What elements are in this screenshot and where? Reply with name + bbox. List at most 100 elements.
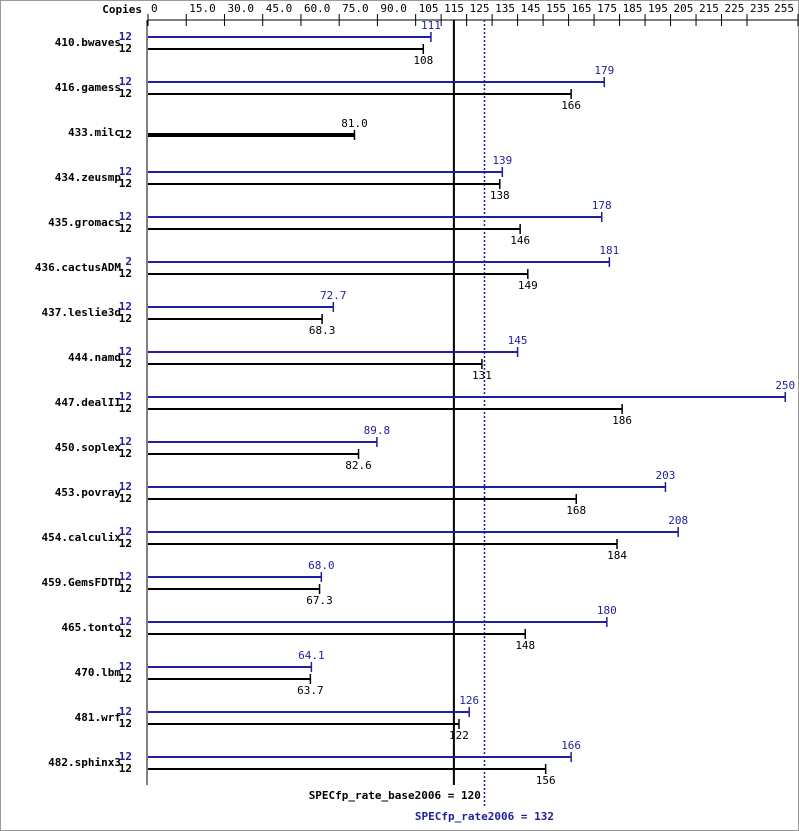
copies-label: 12 [119, 312, 132, 325]
copies-label: 12 [119, 570, 132, 583]
value-label: 64.1 [298, 649, 325, 662]
value-label: 156 [536, 774, 556, 787]
copies-label: 12 [119, 357, 132, 370]
benchmark-label: 482.sphinx3 [48, 756, 121, 769]
copies-label: 12 [119, 345, 132, 358]
x-tick-label: 225 [725, 2, 745, 15]
benchmark-label: 453.povray [55, 486, 122, 499]
reference-label: SPECfp_rate2006 = 132 [415, 810, 554, 823]
copies-label: 12 [119, 750, 132, 763]
value-label: 179 [594, 64, 614, 77]
copies-label: 12 [119, 762, 132, 775]
x-tick-label: 205 [674, 2, 694, 15]
copies-label: 12 [119, 672, 132, 685]
x-tick-label: 30.0 [227, 2, 254, 15]
x-tick-label: 115 [444, 2, 464, 15]
copies-label: 12 [119, 525, 132, 538]
copies-label: 12 [119, 177, 132, 190]
benchmark-label: 470.lbm [75, 666, 122, 679]
benchmark-label: 465.tonto [61, 621, 121, 634]
value-label: 68.3 [309, 324, 336, 337]
copies-label: 12 [119, 30, 132, 43]
value-label: 82.6 [345, 459, 372, 472]
x-tick-label: 185 [623, 2, 643, 15]
copies-label: 12 [119, 480, 132, 493]
benchmark-label: 454.calculix [42, 531, 122, 544]
copies-label: 12 [119, 660, 132, 673]
x-tick-label: 105 [419, 2, 439, 15]
x-tick-label: 215 [699, 2, 719, 15]
copies-label: 12 [119, 390, 132, 403]
x-tick-label: 135 [495, 2, 515, 15]
value-label: 81.0 [341, 117, 368, 130]
reference-label: SPECfp_rate_base2006 = 120 [309, 789, 481, 802]
value-label: 111 [421, 19, 441, 32]
value-label: 68.0 [308, 559, 335, 572]
x-tick-label: 165 [572, 2, 592, 15]
x-tick-label: 0 [151, 2, 158, 15]
benchmark-label: 410.bwaves [55, 36, 121, 49]
x-tick-label: 255 [774, 2, 794, 15]
copies-label: 12 [119, 267, 132, 280]
copies-label: 12 [119, 210, 132, 223]
x-tick-label: 175 [597, 2, 617, 15]
copies-label: 12 [119, 435, 132, 448]
benchmark-label: 434.zeusmp [55, 171, 122, 184]
value-label: 148 [515, 639, 535, 652]
value-label: 149 [518, 279, 538, 292]
benchmark-label: 444.namd [68, 351, 121, 364]
x-tick-label: 45.0 [266, 2, 293, 15]
copies-label: 12 [119, 705, 132, 718]
benchmark-label: 450.soplex [55, 441, 122, 454]
value-label: 72.7 [320, 289, 347, 302]
copies-label: 12 [119, 402, 132, 415]
copies-label: 12 [119, 627, 132, 640]
value-label: 208 [668, 514, 688, 527]
value-label: 131 [472, 369, 492, 382]
benchmark-label: 435.gromacs [48, 216, 121, 229]
x-tick-label: 90.0 [380, 2, 407, 15]
copies-label: 12 [119, 165, 132, 178]
x-tick-label: 125 [470, 2, 490, 15]
copies-label: 12 [119, 447, 132, 460]
value-label: 145 [508, 334, 528, 347]
copies-label: 12 [119, 615, 132, 628]
value-label: 146 [510, 234, 530, 247]
benchmark-label: 481.wrf [75, 711, 121, 724]
value-label: 178 [592, 199, 612, 212]
copies-label: 2 [125, 255, 132, 268]
copies-label: 12 [119, 537, 132, 550]
copies-label: 12 [119, 87, 132, 100]
value-label: 184 [607, 549, 627, 562]
copies-label: 12 [119, 492, 132, 505]
value-label: 138 [490, 189, 510, 202]
benchmark-label: 459.GemsFDTD [42, 576, 122, 589]
copies-header: Copies [102, 3, 142, 16]
copies-label: 12 [119, 75, 132, 88]
benchmark-label: 447.dealII [55, 396, 121, 409]
copies-label: 12 [119, 222, 132, 235]
value-label: 181 [599, 244, 619, 257]
x-tick-label: 60.0 [304, 2, 331, 15]
value-label: 166 [561, 99, 581, 112]
value-label: 168 [566, 504, 586, 517]
value-label: 126 [459, 694, 479, 707]
value-label: 203 [656, 469, 676, 482]
value-label: 122 [449, 729, 469, 742]
value-label: 250 [775, 379, 795, 392]
copies-label: 12 [119, 300, 132, 313]
benchmark-label: 436.cactusADM [35, 261, 121, 274]
copies-label: 12 [119, 582, 132, 595]
value-label: 186 [612, 414, 632, 427]
value-label: 89.8 [364, 424, 391, 437]
x-tick-label: 15.0 [189, 2, 216, 15]
copies-label: 12 [119, 128, 132, 141]
x-tick-label: 195 [648, 2, 668, 15]
value-label: 139 [492, 154, 512, 167]
x-tick-label: 145 [521, 2, 541, 15]
benchmark-label: 433.milc [68, 126, 121, 139]
benchmark-label: 416.gamess [55, 81, 121, 94]
x-tick-label: 235 [750, 2, 770, 15]
